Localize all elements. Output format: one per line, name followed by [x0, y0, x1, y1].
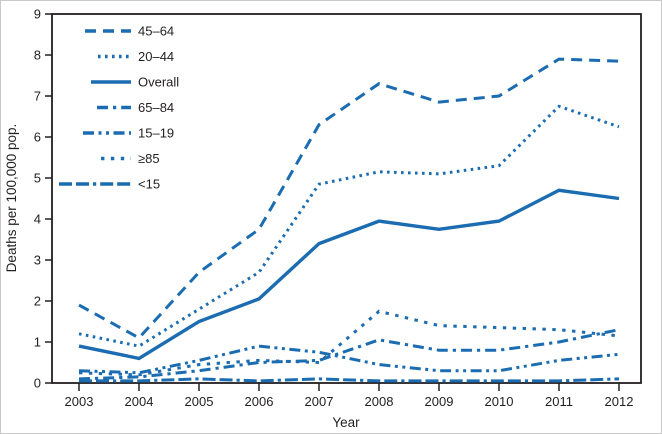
- x-tick-label: 2009: [425, 394, 454, 409]
- x-tick-label: 2004: [125, 394, 154, 409]
- legend-label-2: Overall: [138, 75, 179, 90]
- x-axis-title: Year: [332, 415, 360, 430]
- y-tick-label: 3: [34, 253, 41, 268]
- y-axis-title: Deaths per 100,000 pop.: [4, 124, 19, 273]
- series-line-65-84: [78, 328, 620, 381]
- y-tick-label: 0: [34, 376, 41, 391]
- legend-label-3: 65–84: [138, 100, 174, 115]
- x-tick-label: 2012: [605, 394, 634, 409]
- legend-label-4: 15–19: [138, 126, 174, 141]
- x-tick-label: 2011: [545, 394, 573, 409]
- x-tick-label: 2003: [65, 394, 94, 409]
- y-tick-label: 6: [34, 130, 41, 145]
- x-tick-label: 2007: [305, 394, 334, 409]
- y-tick-label: 4: [34, 212, 41, 227]
- y-tick-label: 5: [34, 171, 41, 186]
- legend: 45–64 20–44 Overall 65–84 15–19 ≥85 <15: [59, 24, 179, 192]
- legend-label-1: 20–44: [138, 49, 174, 64]
- y-tick-label: 7: [34, 89, 41, 104]
- x-tick-label: 2010: [485, 394, 514, 409]
- series-line-20-44: [78, 104, 620, 348]
- series-line--15: [79, 377, 620, 383]
- series-line-45-64: [78, 57, 620, 340]
- legend-label-0: 45–64: [138, 24, 174, 39]
- series-line-overall: [78, 188, 620, 361]
- plot-frame: [51, 13, 642, 384]
- x-tick-label: 2008: [365, 394, 394, 409]
- legend-label-5: ≥85: [138, 151, 160, 166]
- legend-label-6: <15: [138, 177, 160, 192]
- series-line--85: [78, 309, 620, 377]
- x-tick-label: 2005: [185, 394, 214, 409]
- x-tick-label: 2006: [245, 394, 274, 409]
- y-tick-label: 8: [34, 48, 41, 63]
- y-tick-label: 9: [34, 7, 41, 22]
- y-tick-label: 1: [34, 335, 41, 350]
- chart-root: 0 1 2 3 4 5 6 7 8 9 2003 2004 2005 2006 2007 2008 2009 20…: [34, 7, 642, 409]
- y-tick-label: 2: [34, 294, 41, 309]
